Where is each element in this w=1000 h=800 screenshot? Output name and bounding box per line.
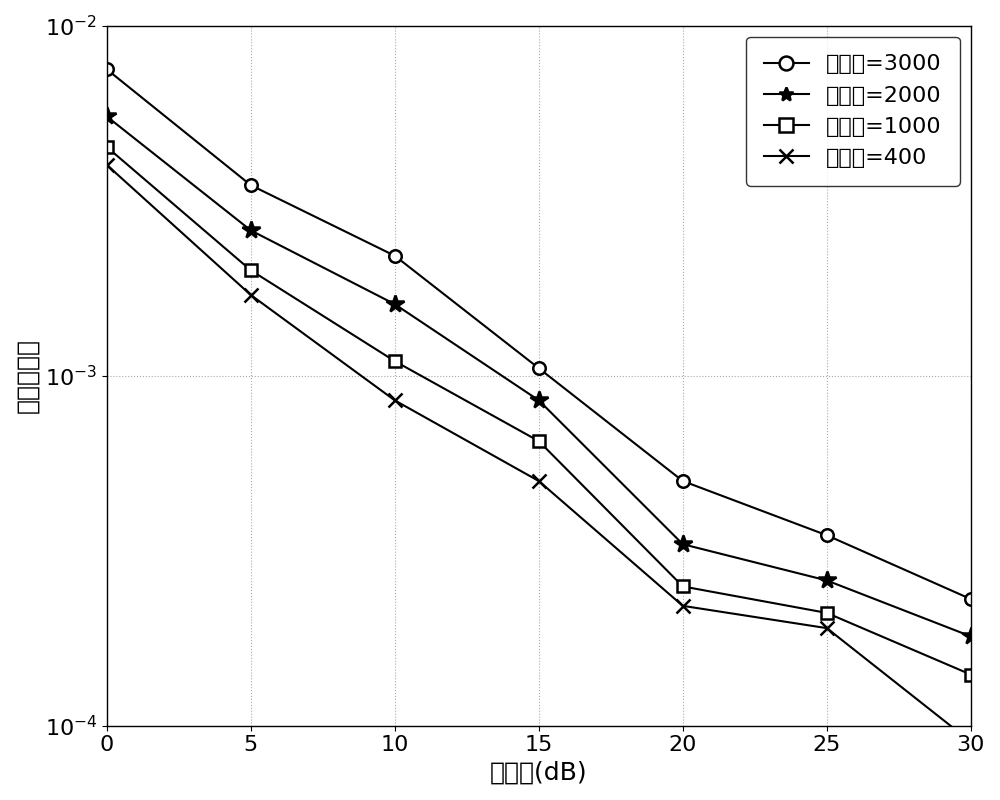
压缩率=1000 — [389, 356, 401, 366]
压缩率=1000 — [821, 608, 833, 618]
压缩率=2000 — [821, 576, 833, 586]
压缩率=400 — [533, 476, 545, 486]
压缩率=400 — [965, 737, 977, 746]
Line: 压缩率=3000: 压缩率=3000 — [101, 63, 977, 606]
压缩率=3000 — [101, 65, 113, 74]
压缩率=400 — [245, 290, 257, 300]
Line: 压缩率=1000: 压缩率=1000 — [101, 141, 977, 681]
Legend: 压缩率=3000, 压缩率=2000, 压缩率=1000, 压缩率=400: 压缩率=3000, 压缩率=2000, 压缩率=1000, 压缩率=400 — [746, 37, 960, 186]
压缩率=3000 — [245, 181, 257, 190]
Line: 压缩率=2000: 压缩率=2000 — [98, 107, 980, 646]
压缩率=1000 — [965, 670, 977, 679]
压缩率=400 — [389, 395, 401, 405]
压缩率=2000 — [677, 539, 689, 549]
压缩率=2000 — [533, 395, 545, 405]
压缩率=1000 — [101, 142, 113, 152]
压缩率=400 — [101, 160, 113, 170]
压缩率=1000 — [677, 582, 689, 591]
压缩率=3000 — [533, 363, 545, 373]
X-axis label: 信噪比(dB): 信噪比(dB) — [490, 761, 588, 785]
压缩率=400 — [821, 623, 833, 633]
压缩率=3000 — [389, 251, 401, 261]
压缩率=400 — [677, 601, 689, 610]
Y-axis label: 均方根误差: 均方根误差 — [15, 338, 39, 413]
压缩率=2000 — [101, 112, 113, 122]
Line: 压缩率=400: 压缩率=400 — [100, 158, 978, 749]
压缩率=1000 — [533, 436, 545, 446]
压缩率=2000 — [389, 299, 401, 309]
压缩率=3000 — [821, 530, 833, 540]
压缩率=1000 — [245, 266, 257, 275]
压缩率=3000 — [965, 594, 977, 604]
压缩率=3000 — [677, 476, 689, 486]
压缩率=2000 — [245, 226, 257, 235]
压缩率=2000 — [965, 631, 977, 641]
